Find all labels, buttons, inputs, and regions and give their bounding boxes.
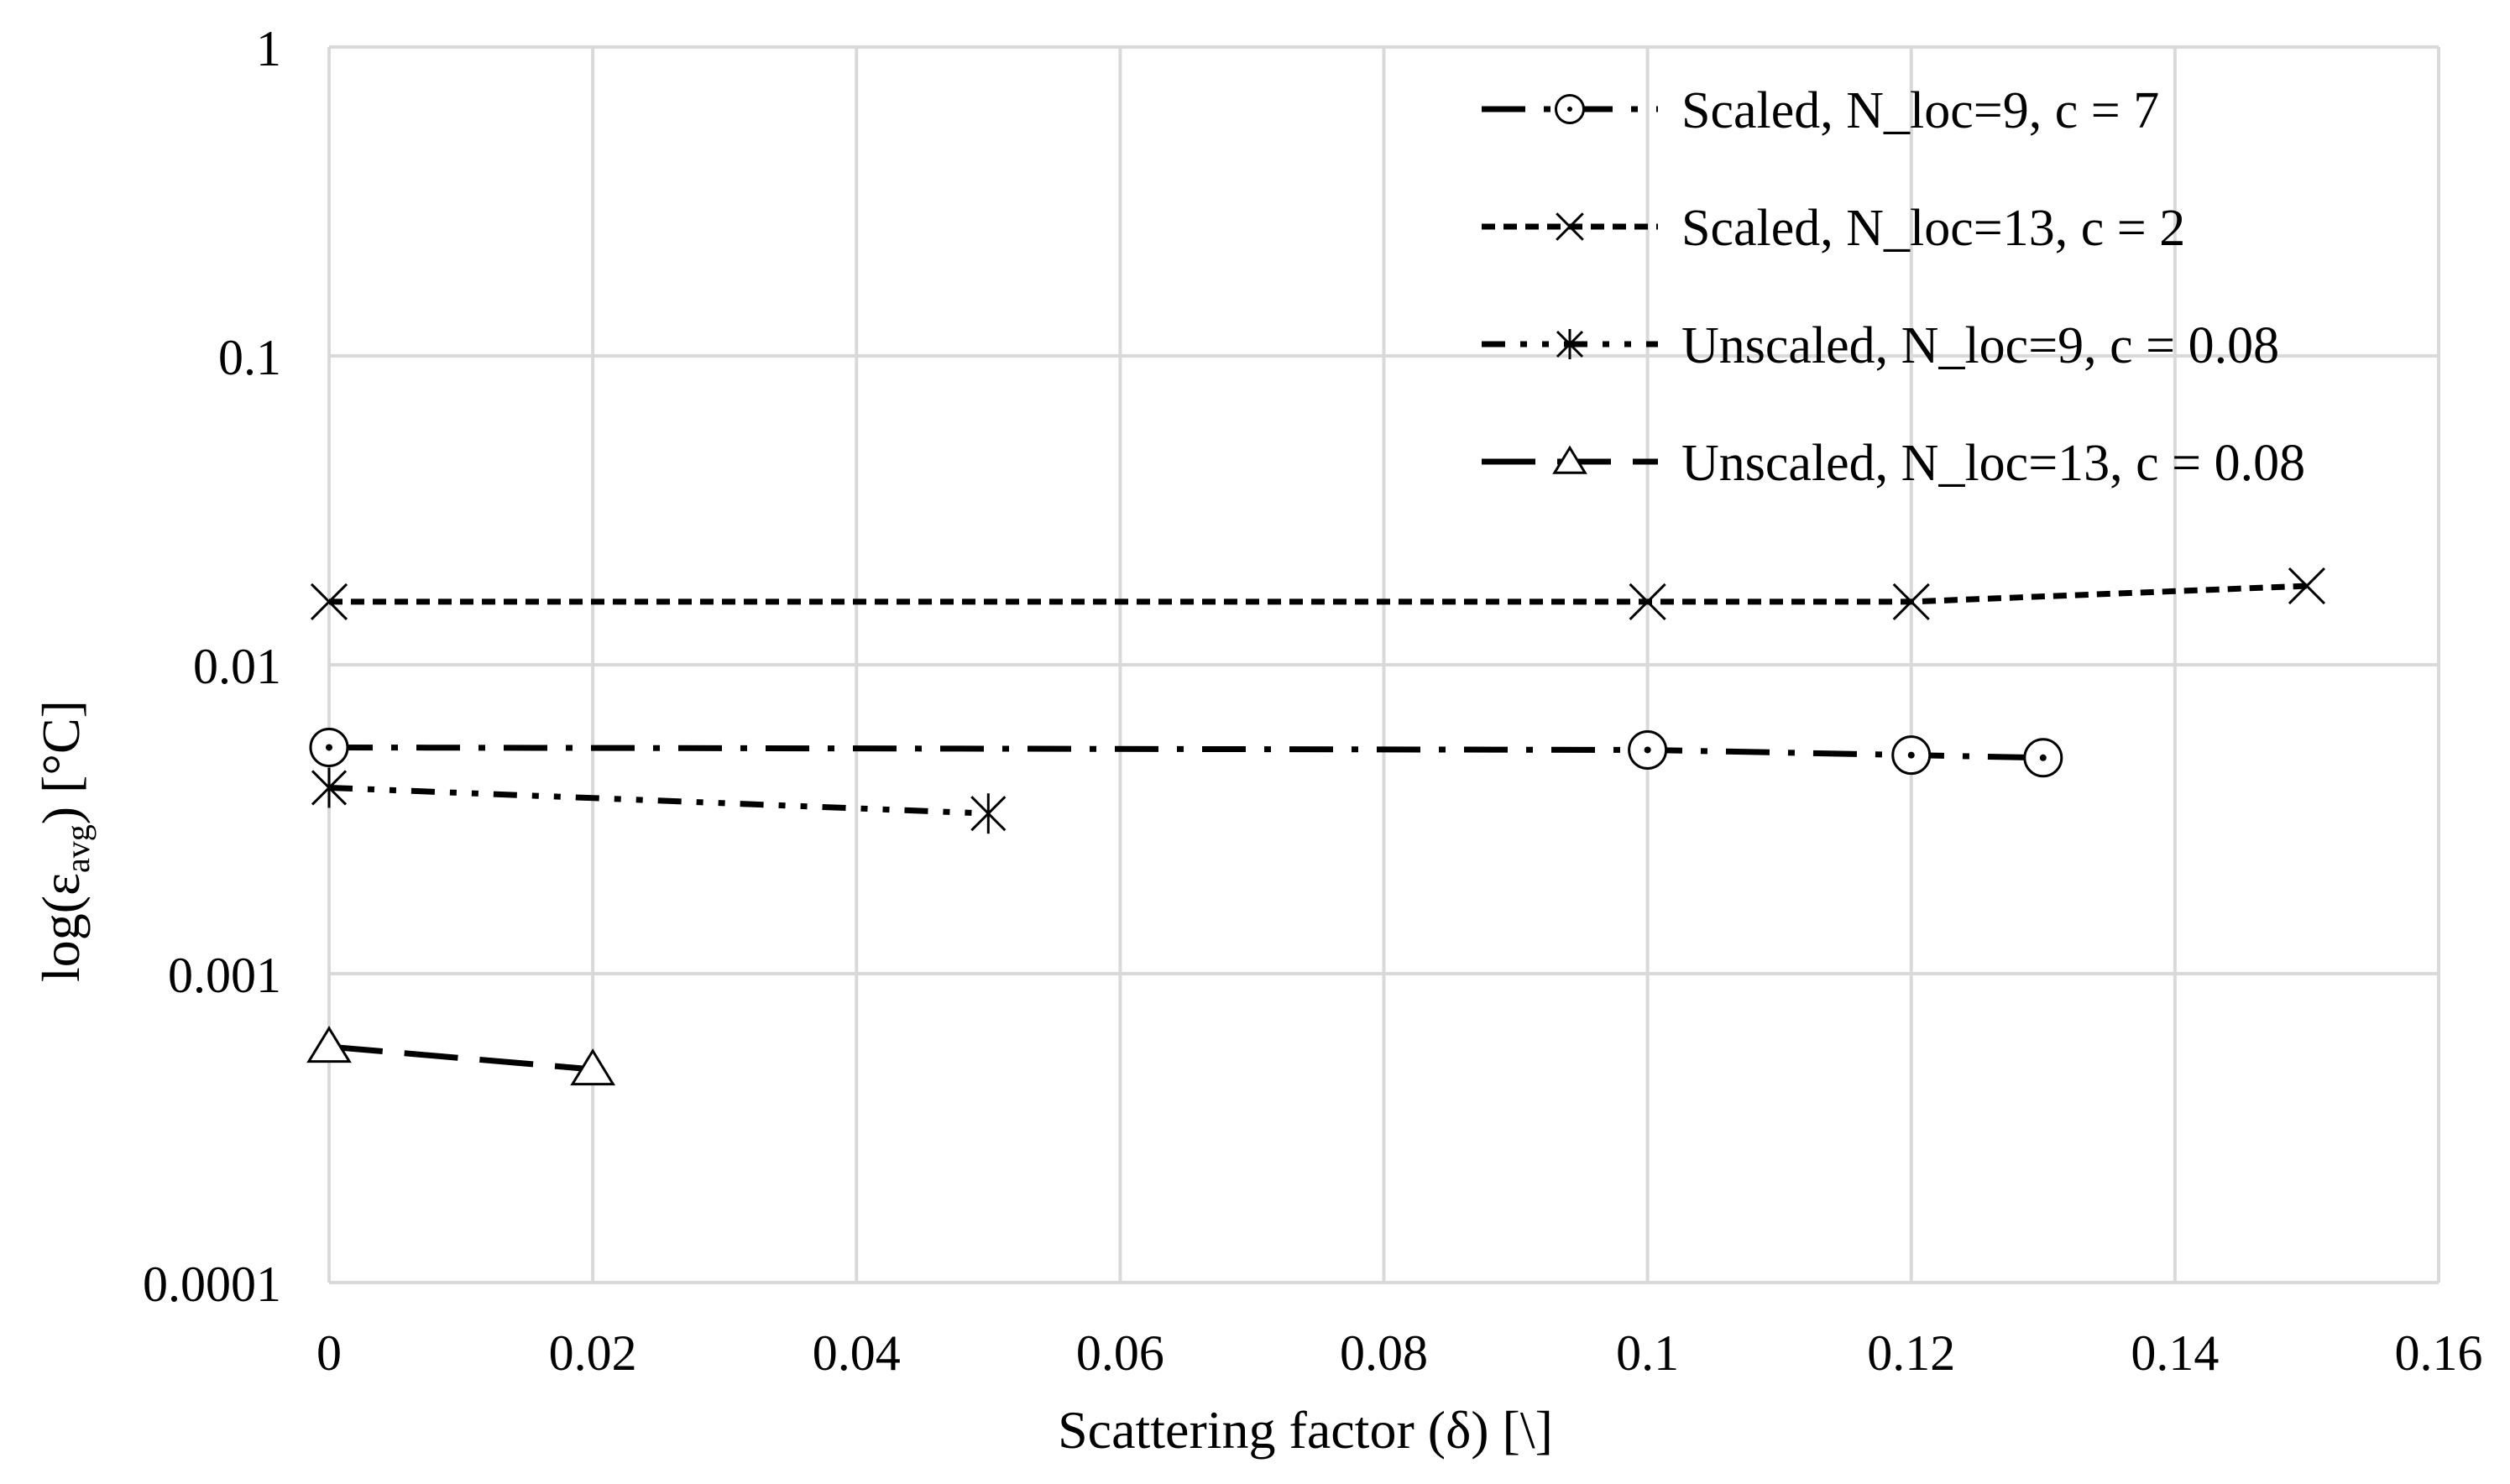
- data-point: [1555, 94, 1585, 124]
- y-tick-label: 1: [256, 21, 281, 76]
- y-tick-label: 0.001: [168, 948, 281, 1003]
- x-tick-label: 0.08: [1340, 1325, 1428, 1381]
- data-point: [311, 767, 348, 808]
- data-point: [2023, 738, 2063, 778]
- legend-entry: Scaled, N_loc=9, c = 7: [1482, 82, 2159, 139]
- y-tick-label: 0.01: [193, 639, 281, 694]
- series-4: [306, 1026, 615, 1086]
- data-point: [1628, 729, 1668, 770]
- legend-entry: Unscaled, N_loc=9, c = 0.08: [1482, 317, 2279, 374]
- series-3: [311, 767, 1007, 834]
- x-tick-label: 0: [316, 1325, 342, 1381]
- x-tick-label: 0.12: [1867, 1325, 1955, 1381]
- data-point: [306, 1026, 352, 1063]
- data-point: [2288, 567, 2325, 605]
- data-point: [1556, 329, 1584, 359]
- data-point: [970, 793, 1007, 834]
- legend-label: Scaled, N_loc=9, c = 7: [1681, 82, 2159, 139]
- x-tick-label: 0.02: [549, 1325, 637, 1381]
- legend-entry: Scaled, N_loc=13, c = 2: [1482, 200, 2185, 257]
- x-tick-label: 0.14: [2131, 1325, 2219, 1381]
- y-axis-title: log(εavg) [°C]: [31, 700, 97, 982]
- x-tick-label: 0.16: [2395, 1325, 2483, 1381]
- grid: [327, 45, 2440, 1284]
- data-point: [1629, 583, 1666, 620]
- legend: Scaled, N_loc=9, c = 7 Scaled, N_loc=13, …: [1482, 82, 2305, 492]
- data-point: [1556, 212, 1584, 241]
- legend-label: Unscaled, N_loc=13, c = 0.08: [1681, 435, 2305, 492]
- series-line: [328, 744, 2043, 761]
- x-tick-label: 0.1: [1616, 1325, 1679, 1381]
- x-tick-label: 0.06: [1076, 1325, 1164, 1381]
- legend-label: Unscaled, N_loc=9, c = 0.08: [1681, 317, 2279, 374]
- data-point: [310, 583, 348, 620]
- y-tick-label: 0.0001: [143, 1257, 281, 1312]
- data-point: [1891, 735, 1932, 776]
- data-point: [1892, 583, 1930, 620]
- data-point: [1552, 445, 1587, 474]
- x-tick-label: 0.04: [813, 1325, 901, 1381]
- data-point: [570, 1048, 615, 1086]
- x-axis-title: Scattering factor (δ) [\]: [1058, 1400, 1553, 1460]
- series-line: [328, 1043, 594, 1073]
- data-point: [309, 727, 349, 767]
- legend-entry: Unscaled, N_loc=13, c = 0.08: [1482, 435, 2305, 492]
- series-line: [329, 583, 2308, 605]
- series-line: [328, 784, 989, 817]
- y-tick-label: 0.1: [218, 330, 281, 385]
- legend-label: Scaled, N_loc=13, c = 2: [1681, 200, 2185, 257]
- series-1: [309, 727, 2063, 778]
- tick-labels: 0 0.02 0.04 0.06 0.08 0.1 0.12 0.14 0.16 0.0001 0.…: [143, 21, 2483, 1381]
- series-layer: [306, 567, 2325, 1086]
- series-2: [310, 567, 2325, 620]
